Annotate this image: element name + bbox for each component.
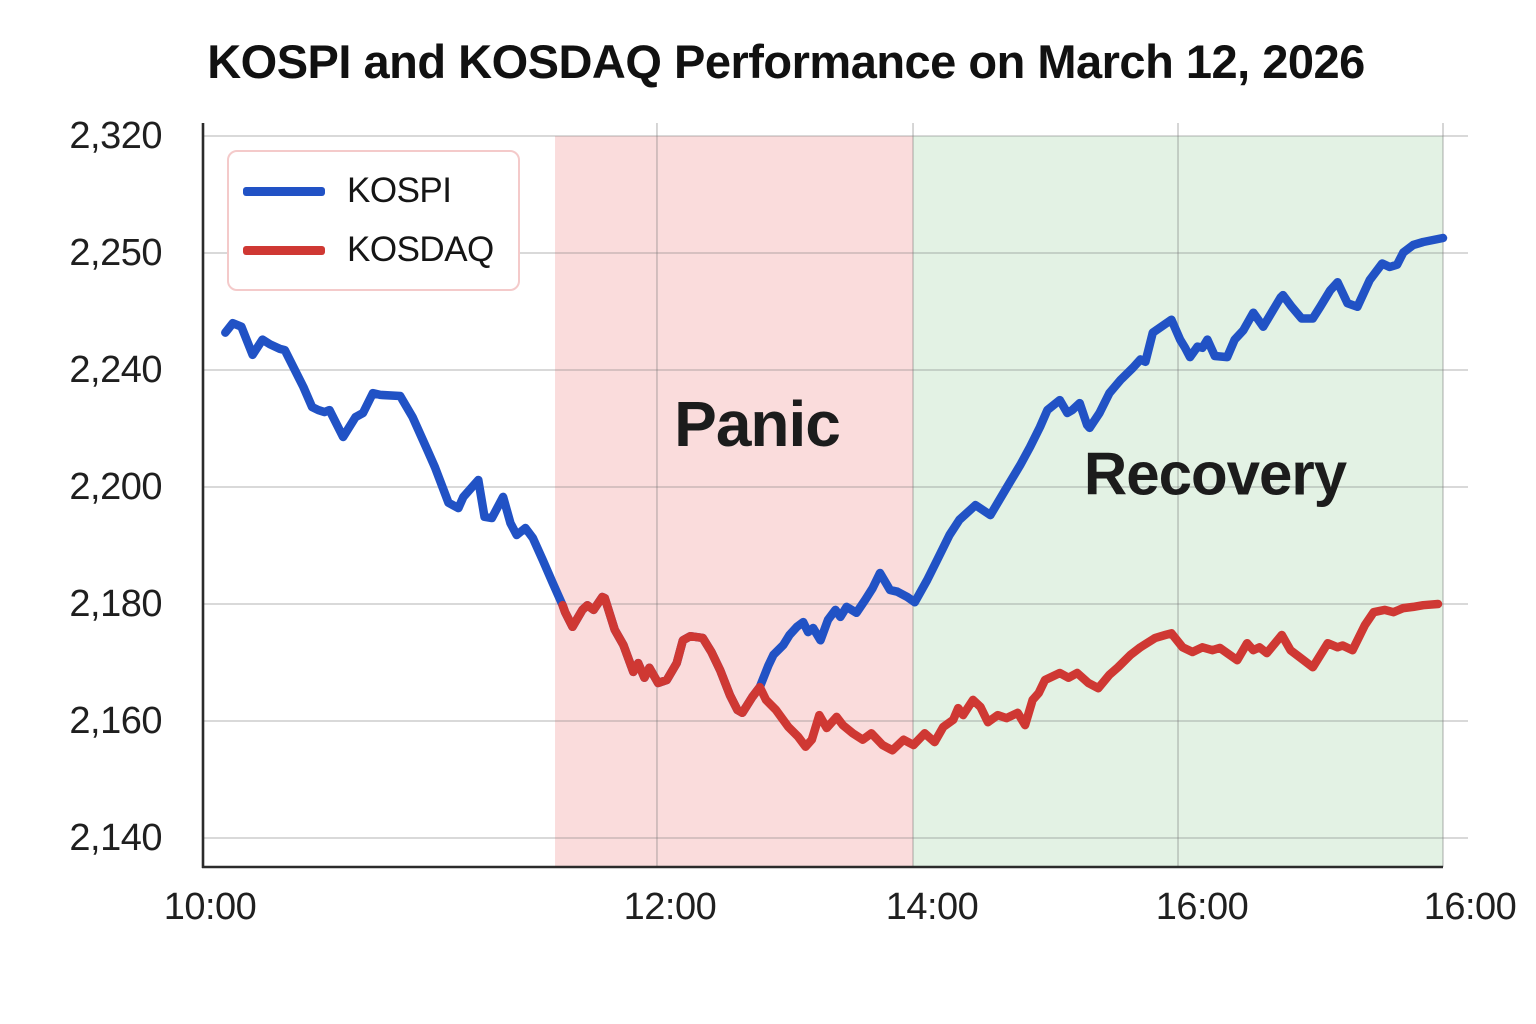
chart-title: KOSPI and KOSDAQ Performance on March 12… [207,35,1365,88]
legend-item-kosdaq: KOSDAQ [229,230,518,270]
x-tick-label: 16:00 [1423,886,1517,928]
x-tick-label: 12:00 [623,886,717,928]
x-tick-label: 14:00 [885,886,979,928]
y-tick-label: 2,200 [69,466,162,508]
y-tick-label: 2,140 [69,817,162,859]
legend-item-kospi: KOSPI [229,171,518,211]
annotation-recovery: Recovery [1083,440,1347,508]
y-tick-label: 2,240 [69,349,162,391]
y-tick-label: 2,250 [69,232,162,274]
kospi-line [221,233,1448,718]
y-tick-label: 2,180 [69,583,162,625]
legend: KOSPI KOSDAQ [227,150,520,291]
annotation-panic: Panic [674,388,841,460]
legend-label-kosdaq: KOSDAQ [347,230,494,269]
kospi-line-swatch [243,186,325,196]
kosdaq-line [558,592,1443,755]
legend-label-kospi: KOSPI [347,171,452,210]
band-panic [555,136,914,867]
x-tick-label: 16:00 [1155,886,1249,928]
y-tick-label: 2,160 [69,700,162,742]
x-tick-label: 10:00 [163,886,257,928]
kosdaq-line-swatch [243,245,325,255]
y-tick-label: 2,320 [69,115,162,157]
